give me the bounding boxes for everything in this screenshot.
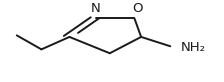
Text: N: N xyxy=(90,2,100,15)
Text: O: O xyxy=(133,2,143,15)
Text: NH₂: NH₂ xyxy=(180,41,205,54)
